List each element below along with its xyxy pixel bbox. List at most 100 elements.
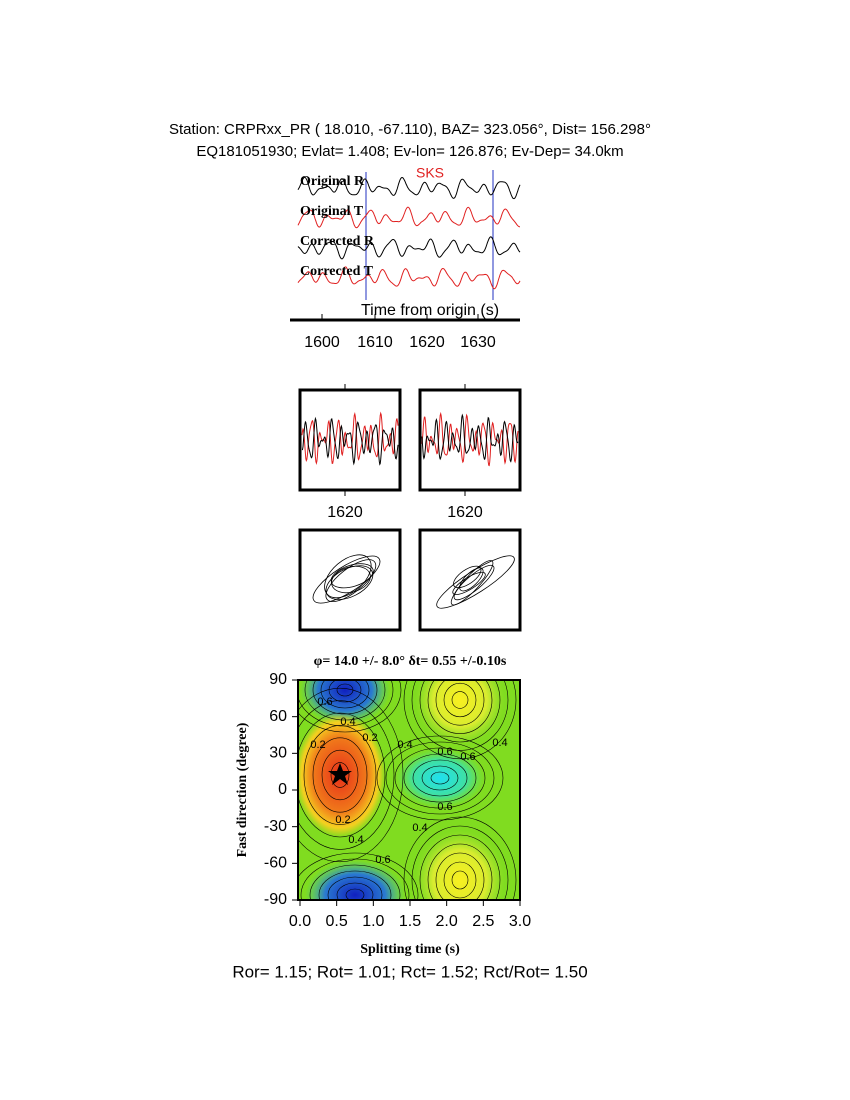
y-tick-label: -60 bbox=[264, 855, 287, 872]
contour bbox=[419, 680, 501, 743]
phase-label: SKS bbox=[416, 165, 444, 181]
x-tick-label: 2.5 bbox=[472, 913, 494, 930]
contour bbox=[298, 852, 419, 900]
waveform bbox=[421, 411, 519, 467]
x-tick-label: 3.0 bbox=[509, 913, 531, 930]
x-tick-label: 1610 bbox=[357, 334, 393, 351]
contour bbox=[300, 858, 410, 900]
y-tick-label: 90 bbox=[269, 671, 287, 688]
contour bbox=[435, 680, 485, 726]
contour-label: 0.4 bbox=[348, 834, 363, 846]
particle-motion bbox=[330, 563, 374, 589]
contour-map bbox=[298, 680, 520, 900]
trace-label: Corrected T bbox=[300, 264, 374, 279]
footer: Ror= 1.15; Rot= 1.01; Rct= 1.52; Rct/Rot… bbox=[232, 962, 587, 981]
contour bbox=[345, 888, 365, 900]
contour bbox=[312, 737, 368, 813]
waveform bbox=[301, 416, 399, 466]
waveform bbox=[297, 236, 521, 260]
best-fit-star bbox=[328, 763, 352, 785]
contour-label: 0.4 bbox=[397, 739, 412, 751]
particle-motion bbox=[453, 564, 495, 601]
contour-label: 0.2 bbox=[310, 739, 325, 751]
particle-motion bbox=[452, 571, 486, 596]
contour bbox=[298, 687, 404, 863]
particle-motion bbox=[325, 565, 374, 600]
x-tick-label: 1.0 bbox=[362, 913, 384, 930]
contour-label: 0.6 bbox=[437, 801, 452, 813]
x-tick-label: 1.5 bbox=[399, 913, 421, 930]
y-tick-label: 30 bbox=[269, 745, 287, 762]
contour bbox=[318, 870, 392, 900]
x-tick-label: 0.5 bbox=[326, 913, 348, 930]
tick-label: 1620 bbox=[447, 504, 483, 521]
contour bbox=[298, 680, 402, 733]
contour bbox=[304, 680, 386, 721]
contour bbox=[443, 861, 477, 899]
contour bbox=[385, 741, 495, 815]
y-tick-label: 0 bbox=[278, 781, 287, 798]
contour bbox=[403, 753, 477, 803]
contour bbox=[443, 682, 477, 718]
contour-label: 0.4 bbox=[412, 822, 427, 834]
waveform bbox=[297, 266, 521, 290]
contour-label: 0.4 bbox=[492, 737, 507, 749]
x-tick-label: 1630 bbox=[460, 334, 496, 351]
contour-label: 0.6 bbox=[375, 854, 390, 866]
waveform bbox=[297, 176, 521, 200]
contour bbox=[427, 843, 493, 900]
contour bbox=[412, 759, 468, 797]
contour bbox=[320, 680, 370, 709]
contour bbox=[451, 691, 469, 709]
contour bbox=[336, 683, 354, 697]
contour bbox=[330, 762, 350, 788]
x-tick-label: 2.0 bbox=[436, 913, 458, 930]
contour bbox=[309, 864, 401, 900]
particle-box bbox=[418, 528, 522, 632]
contour bbox=[411, 825, 509, 900]
y-tick-label: -90 bbox=[264, 891, 287, 908]
x-tick-label: 0.0 bbox=[289, 913, 311, 930]
waveform bbox=[301, 411, 399, 466]
contour bbox=[451, 870, 469, 890]
header-line: Station: CRPRxx_PR ( 18.010, -67.110), B… bbox=[169, 121, 651, 138]
y-tick-label: 60 bbox=[269, 708, 287, 725]
particle-motion bbox=[459, 567, 484, 592]
contour bbox=[421, 765, 459, 791]
x-axis-label: Splitting time (s) bbox=[360, 942, 460, 957]
waveform bbox=[297, 206, 520, 229]
y-axis-label: Fast direction (degree) bbox=[235, 722, 250, 857]
contour bbox=[298, 680, 394, 727]
contour bbox=[411, 680, 509, 751]
tick-label: 1620 bbox=[327, 504, 363, 521]
y-tick-label: -30 bbox=[264, 818, 287, 835]
particle-motion bbox=[325, 559, 377, 602]
contour bbox=[298, 700, 395, 850]
window-box bbox=[418, 388, 522, 492]
contour bbox=[336, 882, 374, 900]
x-tick-label: 1600 bbox=[304, 334, 340, 351]
particle-motion bbox=[312, 555, 381, 604]
contour bbox=[327, 876, 383, 900]
grid-title: φ= 14.0 +/- 8.0° δt= 0.55 +/-0.10s bbox=[314, 654, 507, 669]
trace-label: Original R bbox=[300, 174, 365, 189]
trace-panel: SKS Time from origin (s) Original R Origi… bbox=[290, 165, 521, 322]
contour bbox=[328, 680, 362, 703]
particle-motion bbox=[436, 555, 515, 609]
contour bbox=[376, 735, 504, 821]
contour-label: 0.6 bbox=[437, 746, 452, 758]
contour-label: 0.6 bbox=[317, 696, 332, 708]
header-line: EQ181051930; Evlat= 1.408; Ev-lon= 126.8… bbox=[196, 143, 623, 160]
contour bbox=[394, 747, 486, 809]
waveform bbox=[421, 413, 519, 463]
contour-label: 0.6 bbox=[460, 751, 475, 763]
trace-label: Original T bbox=[300, 204, 364, 219]
contour-label: 0.4 bbox=[340, 716, 355, 728]
contour bbox=[403, 680, 517, 760]
contour bbox=[321, 749, 359, 801]
particle-motion bbox=[450, 560, 494, 606]
contour-label: 0.2 bbox=[335, 814, 350, 826]
contour bbox=[430, 771, 450, 785]
contour bbox=[427, 680, 493, 734]
contour bbox=[435, 852, 485, 900]
